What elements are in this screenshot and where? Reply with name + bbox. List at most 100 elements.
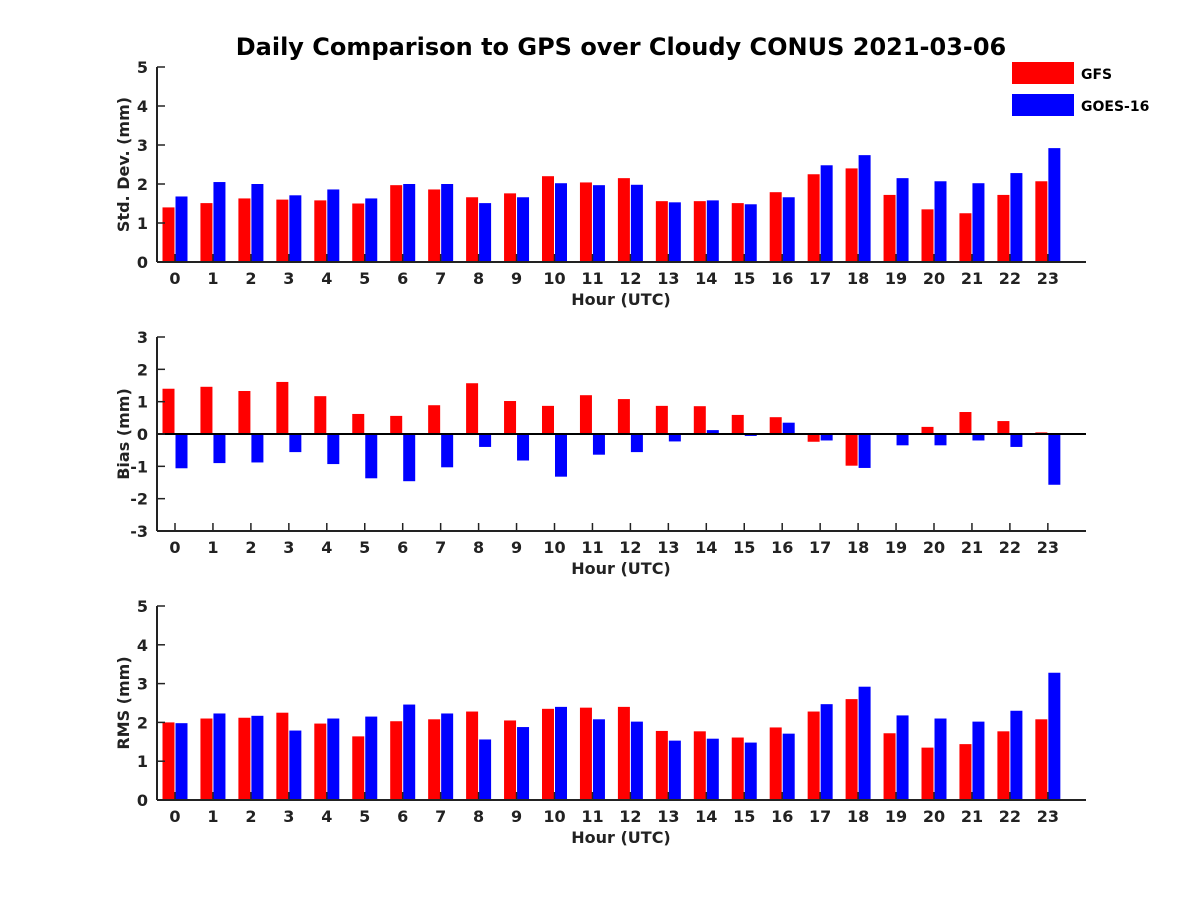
x-tick-label: 2 — [245, 269, 256, 288]
bar-goes16-hour-16 — [782, 422, 795, 434]
bar-gfs-hour-20 — [921, 747, 934, 800]
bar-goes16-hour-21 — [972, 434, 985, 441]
bar-gfs-hour-16 — [769, 417, 782, 434]
bar-goes16-hour-16 — [782, 197, 795, 262]
bar-gfs-hour-3 — [276, 712, 289, 800]
bar-gfs-hour-12 — [617, 178, 630, 262]
bar-goes16-hour-12 — [630, 434, 643, 453]
bar-gfs-hour-9 — [504, 193, 517, 262]
bar-goes16-hour-21 — [972, 183, 985, 262]
x-tick-label: 16 — [771, 538, 793, 557]
bar-gfs-hour-15 — [731, 203, 744, 262]
bar-gfs-hour-19 — [883, 194, 896, 262]
x-tick-label: 1 — [207, 538, 218, 557]
y-tick-label: 3 — [137, 675, 148, 694]
x-tick-label: 6 — [397, 269, 408, 288]
x-tick-label: 3 — [283, 807, 294, 826]
bar-gfs-hour-17 — [807, 711, 820, 800]
y-tick-label: 4 — [137, 636, 148, 655]
x-tick-label: 9 — [511, 538, 522, 557]
bar-gfs-hour-1 — [200, 203, 213, 262]
bar-gfs-hour-3 — [276, 199, 289, 262]
legend-swatch-goes16 — [1012, 94, 1074, 116]
bar-goes16-hour-8 — [479, 739, 492, 800]
x-tick-label: 15 — [733, 807, 755, 826]
legend: GFS GOES-16 — [1012, 62, 1149, 116]
bar-gfs-hour-8 — [466, 711, 479, 800]
bar-gfs-hour-9 — [504, 720, 517, 800]
x-tick-label: 17 — [809, 807, 831, 826]
y-tick-label: 5 — [137, 58, 148, 77]
bar-gfs-hour-22 — [997, 731, 1010, 800]
x-tick-label: 11 — [581, 538, 603, 557]
bar-goes16-hour-19 — [896, 715, 909, 800]
bar-goes16-hour-0 — [175, 723, 188, 800]
x-tick-label: 0 — [169, 538, 180, 557]
x-tick-label: 1 — [207, 269, 218, 288]
bar-goes16-hour-6 — [403, 704, 416, 800]
y-tick-label: 4 — [137, 97, 148, 116]
bar-gfs-hour-5 — [352, 413, 365, 434]
x-tick-label: 22 — [999, 538, 1021, 557]
x-tick-label: 14 — [695, 807, 717, 826]
bar-gfs-hour-0 — [162, 207, 175, 262]
x-tick-label: 3 — [283, 269, 294, 288]
y-tick-label: 0 — [137, 253, 148, 272]
bar-gfs-hour-21 — [959, 412, 972, 434]
x-tick-label: 14 — [695, 269, 717, 288]
bar-goes16-hour-4 — [327, 718, 340, 800]
bar-gfs-hour-8 — [466, 197, 479, 262]
bar-gfs-hour-13 — [655, 201, 668, 262]
x-tick-label: 4 — [321, 538, 332, 557]
x-tick-label: 17 — [809, 538, 831, 557]
bar-gfs-hour-10 — [542, 405, 554, 434]
bar-goes16-hour-1 — [213, 182, 226, 262]
x-tick-label: 1 — [207, 807, 218, 826]
bar-goes16-hour-20 — [934, 434, 947, 446]
x-tick-label: 8 — [473, 538, 484, 557]
bar-gfs-hour-21 — [959, 213, 972, 262]
y-tick-label: -3 — [130, 522, 148, 541]
bar-goes16-hour-13 — [668, 202, 681, 262]
x-tick-label: 4 — [321, 807, 332, 826]
bar-goes16-hour-1 — [213, 434, 226, 464]
bar-gfs-hour-22 — [997, 421, 1010, 434]
bar-gfs-hour-3 — [276, 381, 289, 434]
x-tick-label: 18 — [847, 269, 869, 288]
bar-gfs-hour-8 — [466, 383, 479, 434]
y-tick-label: 2 — [137, 175, 148, 194]
bar-goes16-hour-0 — [175, 434, 188, 469]
bar-gfs-hour-23 — [1035, 719, 1048, 800]
bar-gfs-hour-4 — [314, 396, 327, 434]
bar-goes16-hour-11 — [592, 719, 605, 800]
bar-goes16-hour-7 — [441, 434, 454, 468]
y-tick-label: 5 — [137, 597, 148, 616]
bar-gfs-hour-17 — [807, 174, 820, 262]
bar-goes16-hour-19 — [896, 178, 909, 262]
bar-goes16-hour-1 — [213, 713, 226, 800]
bar-goes16-hour-4 — [327, 434, 340, 465]
bar-goes16-hour-22 — [1010, 710, 1023, 800]
y-tick-label: 3 — [137, 136, 148, 155]
bar-gfs-hour-0 — [162, 388, 175, 434]
bar-goes16-hour-15 — [744, 742, 757, 800]
bar-goes16-hour-13 — [668, 740, 681, 800]
x-tick-label: 16 — [771, 807, 793, 826]
bar-goes16-hour-14 — [706, 738, 719, 800]
x-tick-label: 11 — [581, 807, 603, 826]
x-axis-label: Hour (UTC) — [571, 828, 671, 847]
bar-goes16-hour-17 — [820, 704, 833, 800]
bar-gfs-hour-12 — [617, 706, 630, 800]
bar-gfs-hour-11 — [579, 182, 592, 262]
x-tick-label: 18 — [847, 538, 869, 557]
bar-gfs-hour-16 — [769, 192, 782, 262]
x-tick-label: 23 — [1037, 538, 1059, 557]
x-tick-label: 5 — [359, 807, 370, 826]
bar-goes16-hour-23 — [1048, 672, 1061, 800]
x-tick-label: 21 — [961, 269, 983, 288]
x-tick-label: 11 — [581, 269, 603, 288]
x-tick-label: 15 — [733, 538, 755, 557]
y-tick-label: -2 — [130, 490, 148, 509]
